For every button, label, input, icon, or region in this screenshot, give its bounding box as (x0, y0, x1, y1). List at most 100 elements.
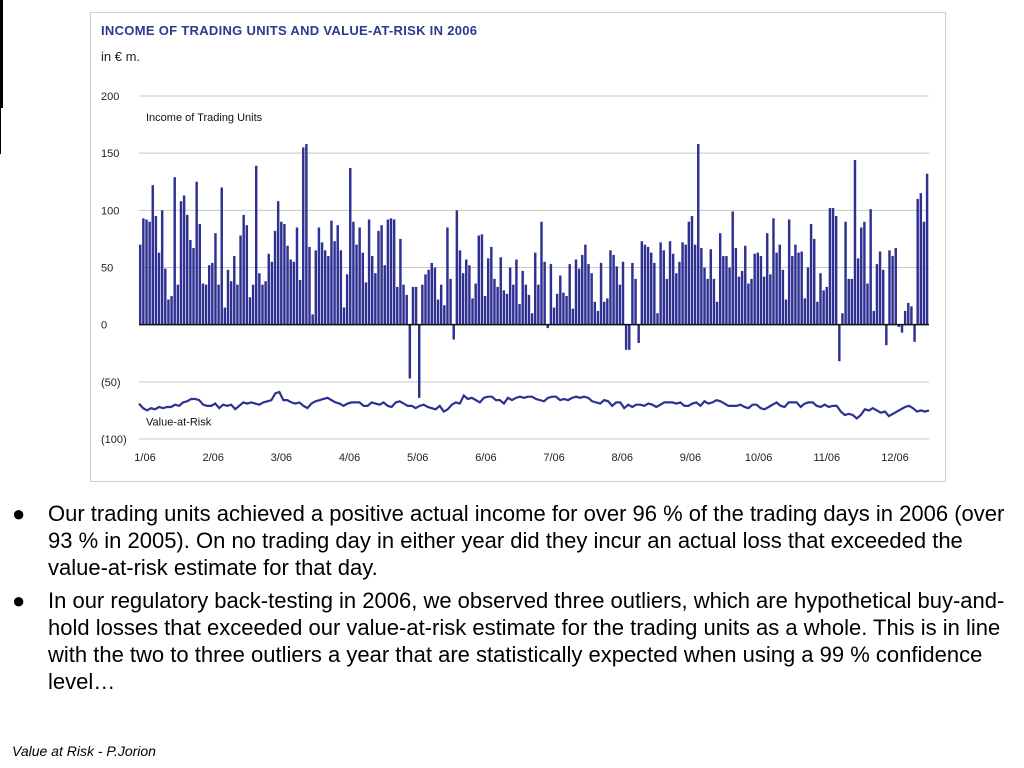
income-bar (772, 218, 775, 325)
income-bar (192, 248, 195, 325)
income-bar (342, 307, 346, 325)
income-bar (769, 274, 772, 325)
income-bar (828, 208, 832, 325)
income-bar (414, 286, 418, 325)
income-bar (254, 165, 258, 325)
income-bar (577, 268, 581, 325)
income-bar (142, 218, 145, 325)
income-bar (740, 270, 744, 325)
income-bar (383, 265, 386, 325)
income-bar (693, 244, 697, 325)
income-bar (505, 293, 509, 325)
income-bar (844, 221, 847, 325)
income-bar (762, 276, 766, 325)
income-bar (280, 221, 283, 325)
income-bar (496, 286, 499, 325)
income-bar (396, 286, 399, 325)
income-bar (599, 262, 603, 325)
income-bar (656, 313, 659, 325)
income-bar (602, 301, 606, 325)
income-bar (618, 284, 622, 325)
y-tick-label: 0 (101, 320, 107, 332)
y-tick-label: 100 (101, 205, 119, 217)
income-bar (759, 256, 763, 325)
income-bar (571, 308, 575, 325)
income-bar (631, 262, 634, 325)
income-bar (292, 261, 296, 325)
income-bar (922, 221, 926, 325)
income-bar (399, 238, 402, 325)
income-bar (308, 246, 311, 325)
income-bar (540, 221, 543, 325)
income-bar (894, 248, 897, 325)
income-bar (392, 219, 396, 325)
income-bar (690, 216, 694, 325)
income-bar (220, 187, 223, 325)
chart-title: INCOME OF TRADING UNITS AND VALUE-AT-RIS… (101, 23, 478, 38)
income-bar (834, 216, 838, 325)
income-bar (251, 284, 255, 325)
income-bar (916, 198, 919, 325)
income-bar (888, 250, 891, 325)
income-bar (662, 250, 665, 325)
income-bar (145, 219, 148, 325)
income-bar (217, 284, 220, 325)
income-bar (910, 306, 913, 325)
income-bar (653, 262, 656, 325)
income-bar (468, 265, 471, 325)
income-bar (439, 284, 443, 325)
income-bar (502, 290, 506, 325)
income-bar (841, 313, 844, 325)
income-bar (352, 221, 355, 325)
grid-layer (139, 95, 929, 440)
x-tick-label: 9/06 (680, 452, 701, 464)
income-bar (800, 251, 803, 325)
bullet-dot-icon: ● (12, 501, 26, 526)
income-bar (546, 324, 549, 329)
income-bar (465, 259, 468, 325)
income-bar (850, 278, 854, 325)
income-bar (634, 278, 637, 325)
income-bar (624, 324, 628, 350)
income-bar (358, 227, 361, 325)
income-bar (709, 249, 713, 325)
income-bar (214, 233, 217, 325)
income-bar (471, 298, 474, 325)
income-bar (919, 193, 923, 325)
income-bar (236, 284, 239, 325)
income-bar (549, 264, 553, 325)
income-bar (204, 284, 208, 325)
income-bar (154, 216, 158, 325)
income-bar (198, 224, 202, 325)
income-bar (621, 261, 625, 325)
income-bar (211, 262, 214, 325)
income-bar (747, 283, 750, 325)
income-bar (555, 293, 559, 325)
income-bar (831, 208, 835, 325)
income-bar (195, 181, 198, 325)
income-bar (452, 324, 455, 340)
income-bar (596, 310, 600, 325)
x-tick-label: 4/06 (339, 452, 360, 464)
income-bar (474, 283, 477, 325)
income-bar (856, 258, 860, 325)
bullet-text: Our trading units achieved a positive ac… (48, 501, 1005, 580)
income-bar (822, 290, 825, 325)
var-series-label: Value-at-Risk (146, 416, 212, 428)
income-bar (151, 185, 154, 325)
income-bar (411, 286, 415, 325)
income-bar (606, 298, 609, 325)
income-bar (270, 261, 274, 325)
income-bar (737, 276, 741, 325)
bullet-dot-icon: ● (12, 588, 26, 613)
income-bar (816, 301, 819, 325)
income-bar (320, 242, 324, 325)
income-bar (681, 242, 684, 325)
income-bar (715, 301, 719, 325)
income-bar (744, 245, 747, 325)
income-bar (258, 273, 261, 325)
income-bar (734, 248, 738, 325)
income-bars (139, 144, 929, 398)
income-bar (182, 195, 186, 325)
income-bar (778, 244, 781, 325)
